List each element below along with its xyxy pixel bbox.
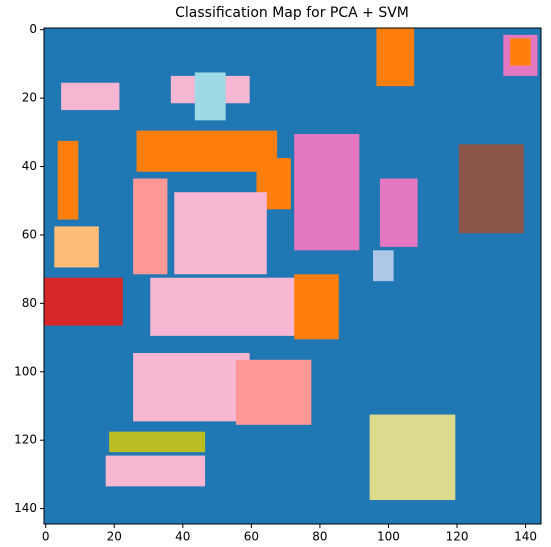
x-tick-label: 140 [514, 530, 537, 544]
y-tick-label: 40 [22, 159, 37, 173]
x-tick-label: 80 [312, 530, 327, 544]
y-tick-label: 120 [14, 433, 37, 447]
y-tick-label: 0 [29, 22, 37, 36]
y-tick-label: 80 [22, 296, 37, 310]
x-tick-label: 40 [175, 530, 190, 544]
class-region [459, 144, 524, 233]
plot-area [44, 28, 541, 524]
x-tick-label: 100 [377, 530, 400, 544]
class-region [376, 28, 414, 86]
y-tick-label: 20 [22, 91, 37, 105]
class-region [195, 72, 226, 120]
class-region [109, 432, 205, 453]
chart: Classification Map for PCA + SVM 0 20 40 60… [0, 0, 551, 543]
class-region [44, 278, 123, 326]
y-tick-label: 140 [14, 501, 37, 515]
class-region [510, 38, 531, 65]
x-tick-label: 0 [42, 530, 50, 544]
class-region [370, 415, 456, 501]
x-tick-label: 20 [107, 530, 122, 544]
class-region [137, 131, 278, 172]
class-region [373, 250, 394, 281]
y-tick-label: 100 [14, 364, 37, 378]
class-region [294, 134, 359, 250]
class-region [150, 278, 301, 336]
y-tick-label: 60 [22, 227, 37, 241]
class-region [294, 274, 339, 339]
class-region [380, 179, 418, 247]
class-region [133, 353, 250, 421]
class-region [174, 192, 267, 274]
class-region [61, 83, 119, 110]
class-region [58, 141, 79, 220]
class-region [236, 360, 311, 425]
chart-title: Classification Map for PCA + SVM [175, 5, 409, 21]
x-tick-label: 120 [446, 530, 469, 544]
class-region [133, 179, 167, 275]
x-tick-label: 60 [244, 530, 259, 544]
class-region [106, 456, 205, 487]
class-region [54, 226, 99, 267]
